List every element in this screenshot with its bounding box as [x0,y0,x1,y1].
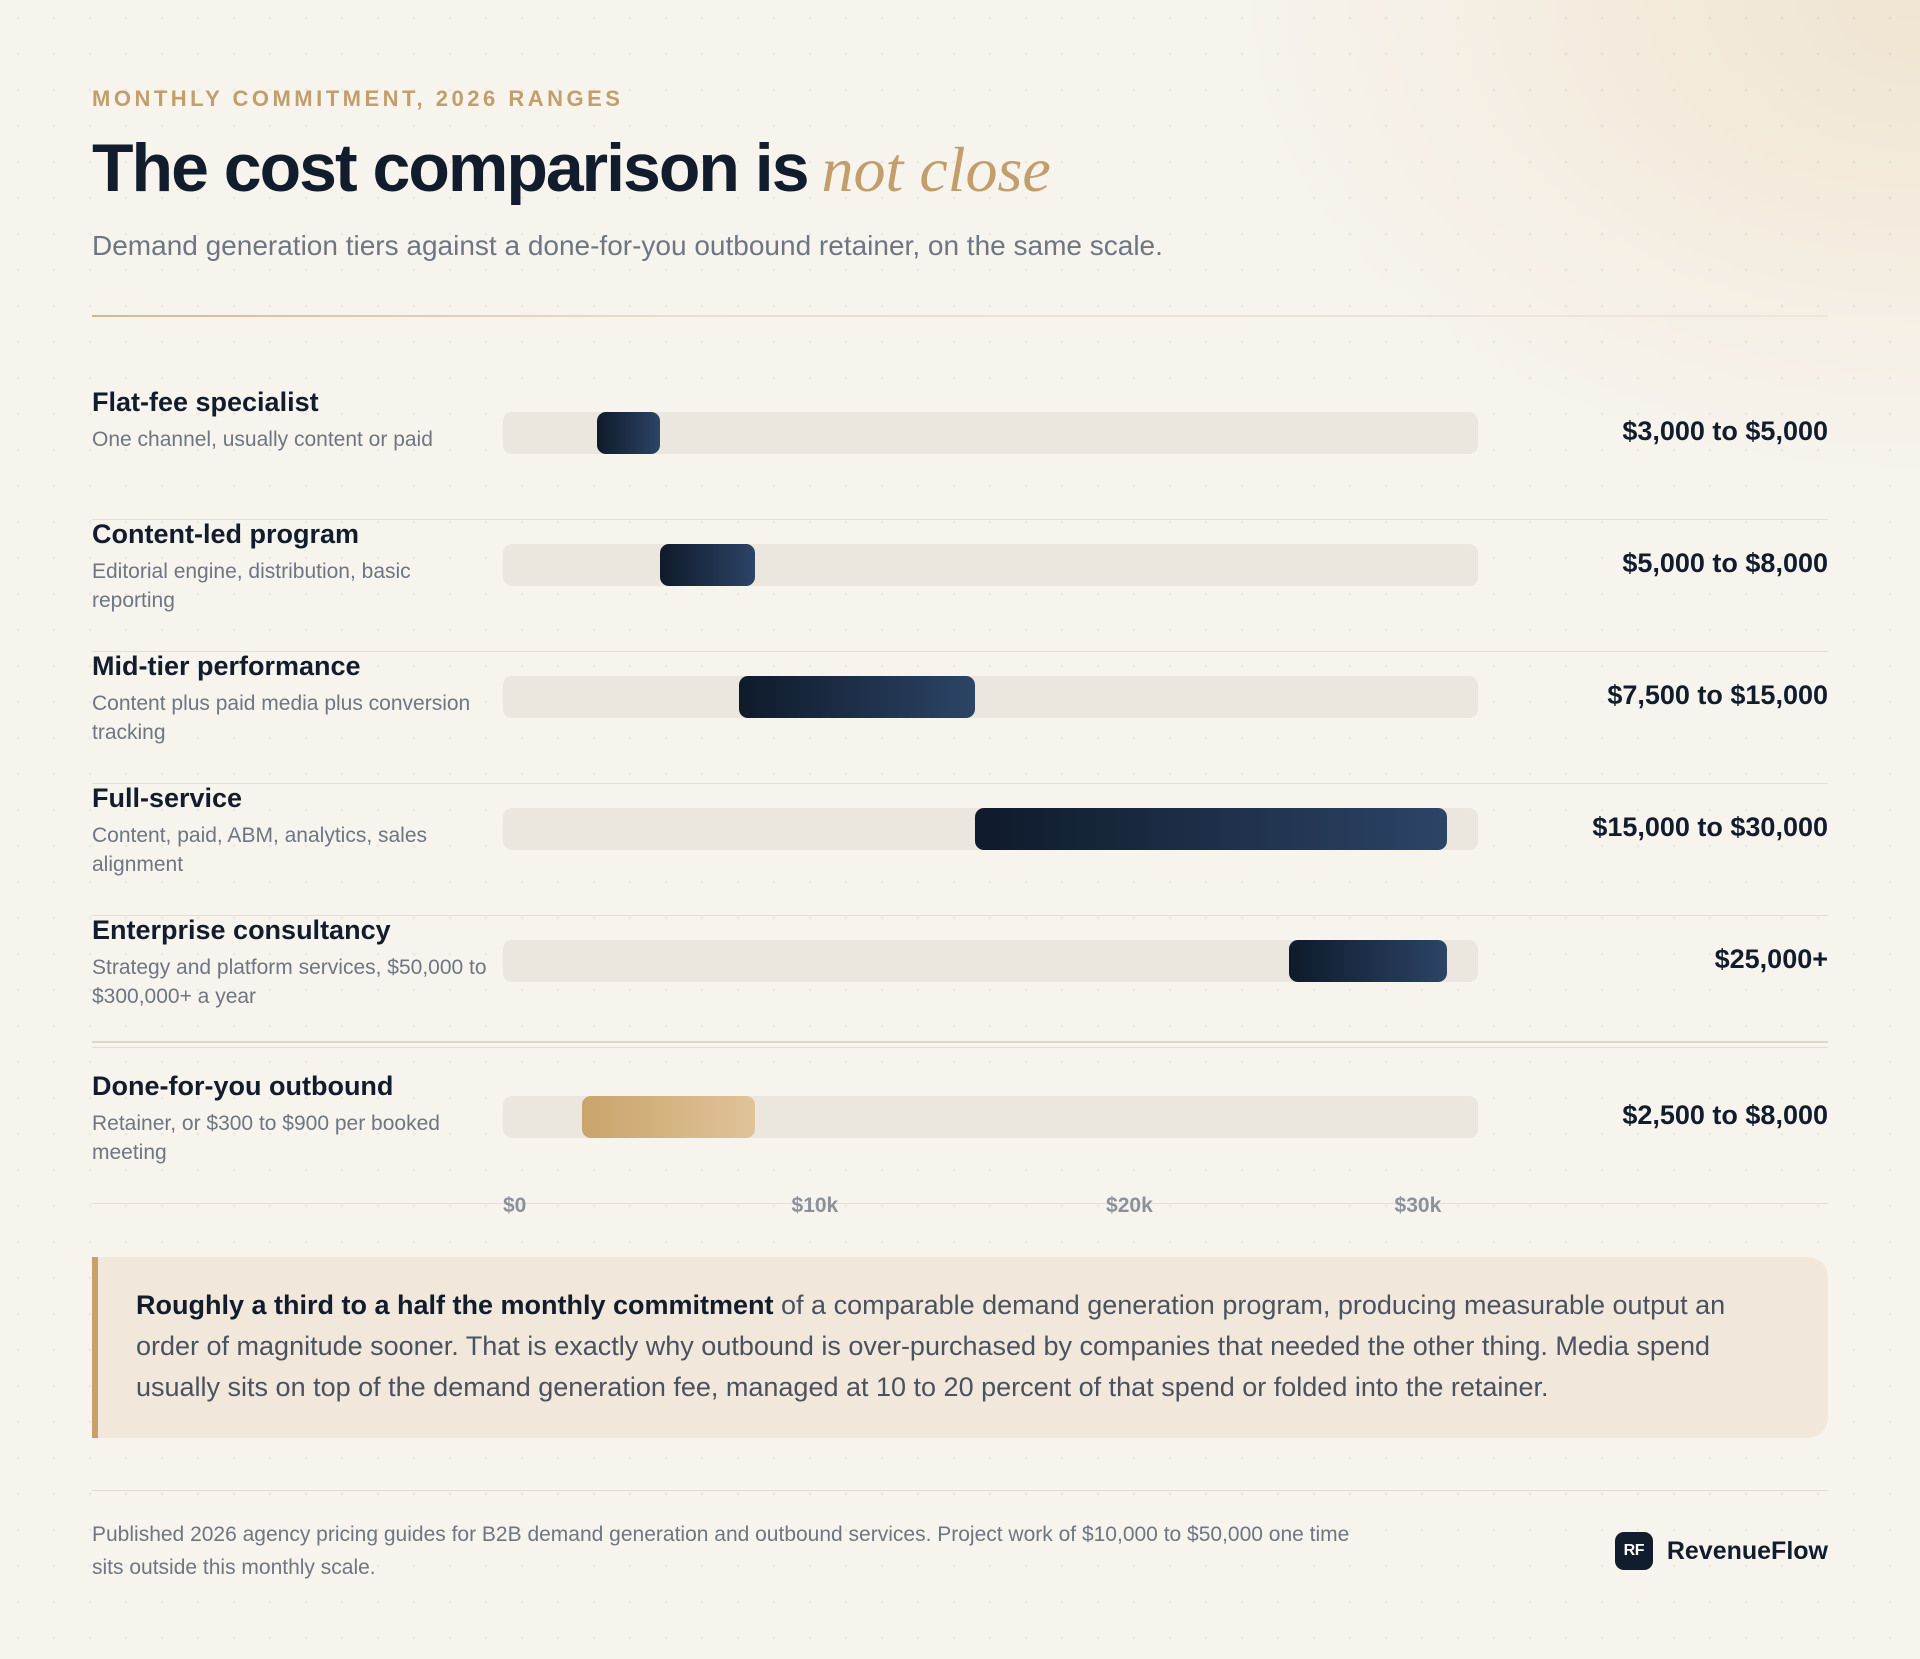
range-value-label: $3,000 to $5,000 [1622,416,1828,446]
range-bar [660,544,755,586]
category-label: Flat-fee specialist [92,387,319,417]
category-description: Strategy and platform services, $50,000 … [92,956,487,1008]
category-description: One channel, usually content or paid [92,428,433,451]
category-description: Retainer, or $300 to $900 per booked mee… [92,1112,440,1164]
category-label: Full-service [92,783,243,813]
bar-track [503,940,1478,982]
range-bar [597,412,661,454]
chart-row: Done-for-you outbound Retainer, or $300 t… [92,1071,1828,1204]
category-description: Content plus paid media plus conversion … [92,692,471,744]
range-value-label: $15,000 to $30,000 [1592,812,1828,842]
chart-row: Full-service Content, paid, ABM, analytic… [92,783,1828,916]
title-main: The cost comparison is [92,130,810,206]
page-subtitle: Demand generation tiers against a done-f… [92,230,1163,261]
category-label: Content-led program [92,519,359,549]
brand-logo: RF RevenueFlow [1614,1532,1828,1570]
callout-lead: Roughly a third to a half the monthly co… [136,1290,774,1320]
summary-callout: Roughly a third to a half the monthly co… [92,1257,1828,1438]
category-label: Done-for-you outbound [92,1071,394,1101]
x-tick-label: $20k [1106,1194,1153,1217]
x-tick-label: $0 [503,1194,527,1217]
source-footnote: Published 2026 agency pricing guides for… [92,1523,1350,1579]
range-bar [581,1096,755,1138]
bar-track [503,412,1478,454]
category-label: Enterprise consultancy [92,915,391,945]
bar-track [503,676,1478,718]
chart-row: Content-led program Editorial engine, dis… [92,519,1828,652]
x-tick-label: $10k [791,1194,839,1217]
chart-row: Enterprise consultancy Strategy and platf… [92,915,1828,1048]
chart-row: Flat-fee specialist One channel, usually … [92,387,1828,520]
range-value-label: $2,500 to $8,000 [1622,1100,1828,1130]
callout-body: of a comparable demand generation progra… [136,1290,1726,1402]
range-value-label: $25,000+ [1714,944,1828,974]
bar-track [503,808,1478,850]
title-accent: not close [821,134,1051,205]
range-bar [974,808,1447,850]
brand-name: RevenueFlow [1666,1536,1828,1565]
bar-track [503,544,1478,586]
category-description: Editorial engine, distribution, basic re… [92,560,411,612]
range-value-label: $5,000 to $8,000 [1622,548,1828,578]
x-tick-label: $30k [1394,1194,1442,1217]
page-title: The cost comparison is not close [92,128,1051,210]
category-label: Mid-tier performance [92,651,361,681]
bar-track [503,1096,1478,1138]
infographic-page: MONTHLY COMMITMENT, 2026 RANGES The cost… [92,0,1828,1659]
category-description: Content, paid, ABM, analytics, sales ali… [92,824,428,876]
footer-divider [92,1490,1828,1491]
group-divider [92,1041,1828,1043]
range-value-label: $7,500 to $15,000 [1607,680,1828,710]
chart-row: Mid-tier performance Content plus paid me… [92,651,1828,784]
eyebrow-label: MONTHLY COMMITMENT, 2026 RANGES [92,86,624,111]
range-bar [1289,940,1447,982]
range-bar [738,676,975,718]
brand-mark-icon: RF [1614,1532,1653,1570]
header-divider [92,315,1828,317]
